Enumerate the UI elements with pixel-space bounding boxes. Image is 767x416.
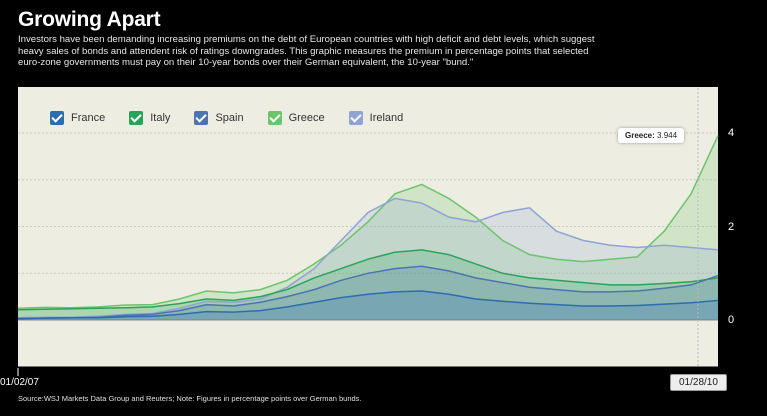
legend-item-ireland[interactable]: Ireland: [348, 111, 404, 125]
legend-label: Ireland: [369, 112, 404, 124]
series-area-italy: [18, 249, 718, 320]
source-note: Source:WSJ Markets Data Group and Reuter…: [18, 394, 362, 403]
checkbox-ireland[interactable]: [348, 111, 363, 125]
legend-item-spain[interactable]: Spain: [194, 111, 244, 125]
series-area-france: [18, 291, 718, 320]
legend-label: Greece: [288, 112, 325, 124]
legend-item-italy[interactable]: Italy: [129, 111, 170, 125]
x-end-label[interactable]: 01/28/10: [670, 374, 727, 391]
value-tooltip: Greece: 3.944: [618, 128, 685, 143]
checkbox-italy[interactable]: [129, 111, 144, 125]
tooltip-value: 3.944: [657, 131, 678, 140]
legend-label: Italy: [150, 112, 171, 124]
series-area-spain: [18, 266, 718, 320]
series-area-greece: [18, 135, 718, 320]
checkbox-greece[interactable]: [267, 111, 282, 125]
legend-item-greece[interactable]: Greece: [267, 111, 325, 125]
y-tick-label: 4: [728, 127, 735, 139]
legend-label: Spain: [215, 112, 244, 124]
y-tick-label: 2: [728, 221, 735, 233]
series-line-ireland[interactable]: [17, 197, 719, 319]
series-line-france[interactable]: [17, 290, 719, 320]
page-title: Growing Apart: [18, 8, 161, 31]
legend-label: France: [71, 112, 106, 124]
tooltip-label: Greece:: [625, 131, 655, 140]
checkbox-france[interactable]: [50, 111, 64, 125]
legend-item-france[interactable]: France: [50, 111, 105, 125]
chart-description: Investors have been demanding increasing…: [18, 34, 595, 69]
series-line-greece[interactable]: [17, 135, 719, 310]
chart-legend: France Italy Spain Greece Ireland: [50, 111, 427, 125]
x-start-label: 01/02/07: [0, 377, 39, 388]
series-line-italy[interactable]: [17, 249, 719, 311]
series-line-spain[interactable]: [17, 265, 719, 320]
y-tick-label: 0: [728, 314, 735, 326]
checkbox-spain[interactable]: [194, 111, 209, 125]
series-lines: [17, 135, 719, 320]
